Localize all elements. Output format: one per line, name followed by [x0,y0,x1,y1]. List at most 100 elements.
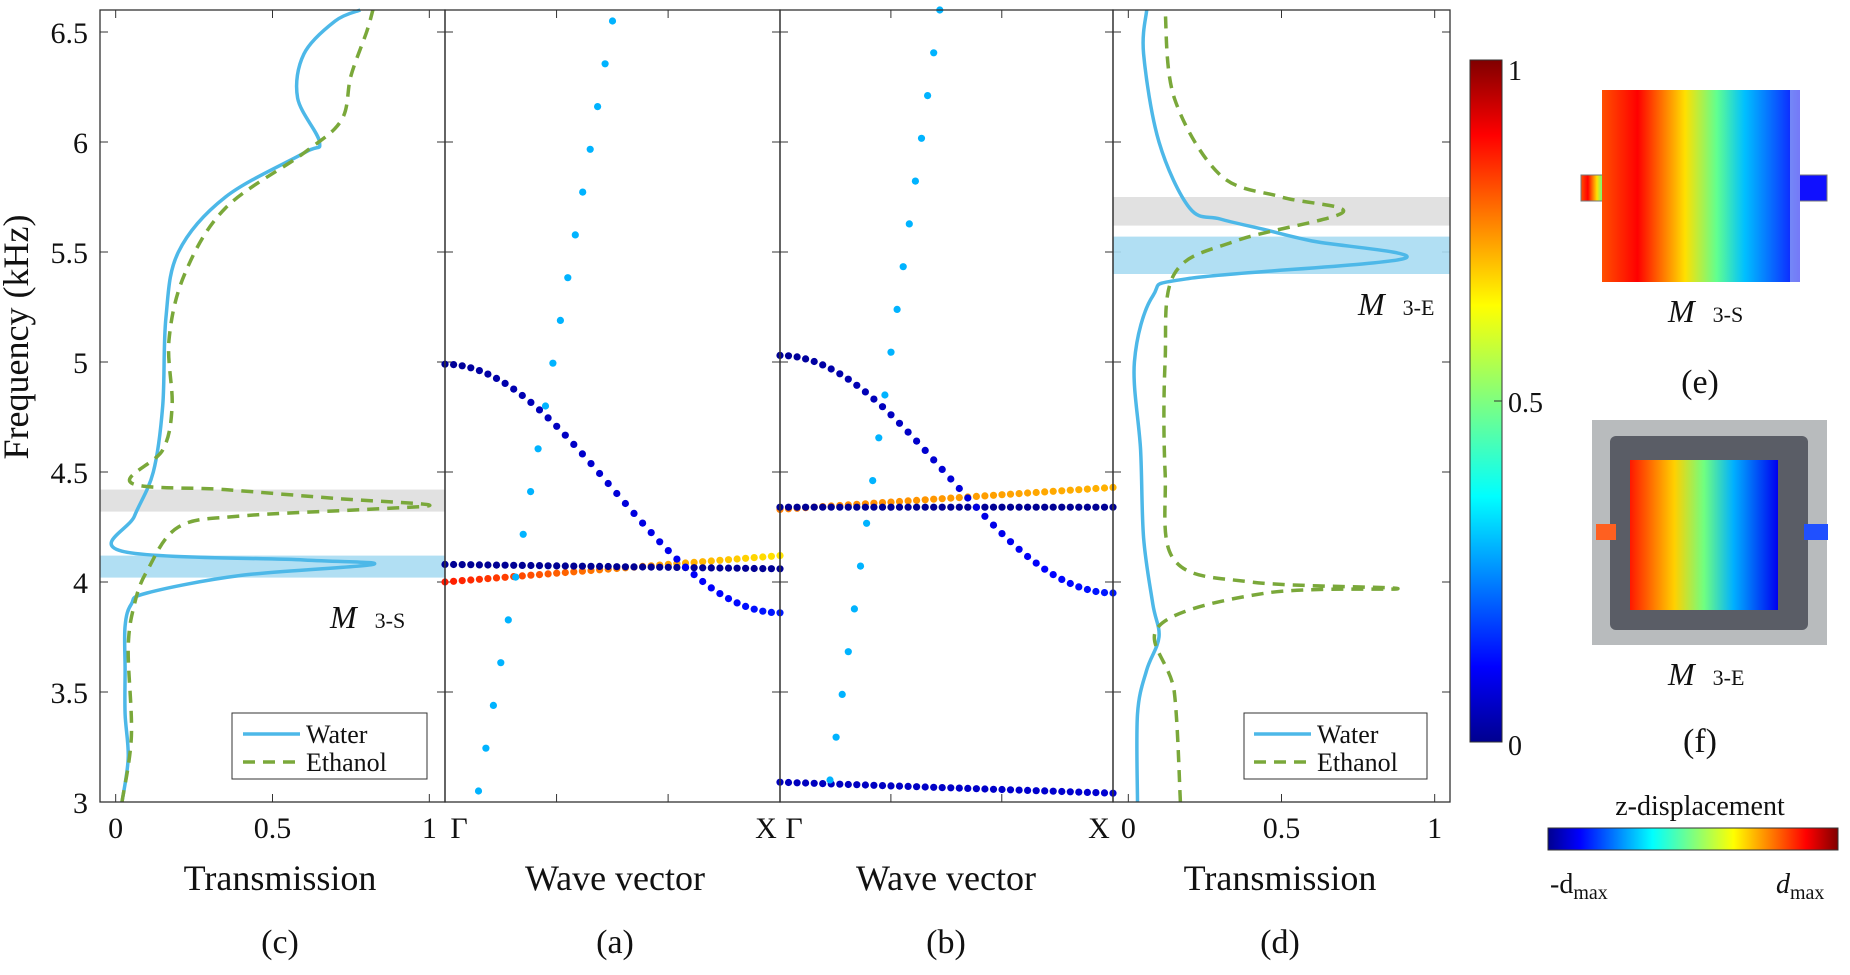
dispersion-point [630,509,638,517]
x-tick-label: 0 [108,812,123,845]
dispersion-point [458,362,466,370]
dispersion-point [527,571,535,579]
dispersion-point [1083,585,1091,594]
dispersion-point [938,495,946,503]
z-displacement-colorbar: z-displacement -dmax dmax [1547,791,1839,904]
dispersion-point [1032,503,1040,511]
panel-c-ticks: 0 0.5 1 [108,10,437,845]
dispersion-point [656,563,664,571]
panel-e-mode-shape: M 3-S (e) [1580,90,1828,401]
dispersion-point [519,530,527,538]
dispersion-point [596,469,604,478]
dispersion-point [570,440,578,448]
dispersion-point [767,552,776,560]
dispersion-point [716,590,724,598]
dispersion-point [878,782,887,790]
dispersion-point [895,503,904,511]
dispersion-point [913,437,921,445]
dispersion-point [518,391,526,400]
dispersion-point [930,495,938,503]
dispersion-point [878,503,887,511]
colorbar-tick-0: 0 [1508,731,1522,762]
dispersion-point [518,572,526,580]
dispersion-point [647,529,655,537]
dispersion-point [759,565,767,573]
dispersion-point [1066,503,1074,511]
dispersion-point [881,391,889,399]
panel-d-bands [1113,197,1450,274]
x-tick-label-gamma: Γ [785,812,802,845]
dispersion-point [656,538,664,546]
dispersion-point [510,385,518,393]
dispersion-point [544,570,552,578]
dispersion-point [1049,571,1057,579]
dispersion-point [1066,579,1074,588]
dispersion-point [981,492,989,500]
dispersion-point [1100,484,1109,492]
dispersion-point [832,733,840,741]
dispersion-point [1015,545,1023,553]
dispersion-point [1015,490,1023,498]
dispersion-point [767,565,776,573]
colorbar: 1 0.5 0 [1469,56,1543,762]
dispersion-point [587,460,595,468]
panel-e-mode-label: M 3-S [1667,293,1743,329]
dispersion-point [913,783,921,791]
dispersion-point [989,521,998,529]
x-tick-label: 0 [1121,812,1136,845]
dispersion-point [1058,503,1066,511]
dispersion-point [836,503,844,511]
dispersion-point [690,571,698,579]
dispersion-point [716,564,724,572]
dispersion-point [810,357,818,366]
dispersion-point [964,784,972,793]
dispersion-point [819,780,827,788]
dispersion-point [981,512,989,520]
dispersion-point [724,556,733,564]
dispersion-point [1032,488,1040,497]
dispersion-point [827,503,835,511]
dispersion-point [621,563,630,571]
dispersion-point [716,556,724,564]
dispersion-point [802,503,810,511]
dispersion-point [484,561,492,569]
dispersion-point [863,519,871,527]
dispersion-point [784,503,793,511]
zbar-gradient [1547,827,1839,851]
dispersion-point [853,503,861,511]
dispersion-point [489,701,497,710]
dispersion-point [586,145,594,153]
y-tick-label: 6.5 [51,17,89,50]
dispersion-point [621,499,630,508]
dispersion-point [541,402,550,410]
dispersion-point [793,503,801,511]
dispersion-point [844,780,852,789]
dispersion-point [887,498,895,506]
dispersion-point [1092,484,1100,493]
dispersion-point [594,103,602,111]
panel-b-dispersion-points [776,6,1117,797]
dispersion-point [742,554,750,562]
dispersion-point [887,782,895,790]
dispersion-point [664,563,672,571]
dispersion-point [1049,787,1057,795]
dispersion-point [895,419,904,427]
x-tick-label-gamma: Γ [450,812,467,845]
dispersion-point [492,574,501,582]
dispersion-point [1024,552,1032,561]
dispersion-point [1024,786,1032,795]
dispersion-point [1100,503,1109,511]
dispersion-point [450,577,458,585]
dispersion-point [989,491,998,499]
dispersion-point [759,607,767,615]
dispersion-point [947,784,955,792]
dispersion-point [1100,589,1109,597]
dispersion-point [856,562,865,570]
panel-c-lines [109,8,432,803]
dispersion-point [1032,787,1040,795]
dispersion-point [838,690,846,699]
dispersion-point [724,595,733,603]
